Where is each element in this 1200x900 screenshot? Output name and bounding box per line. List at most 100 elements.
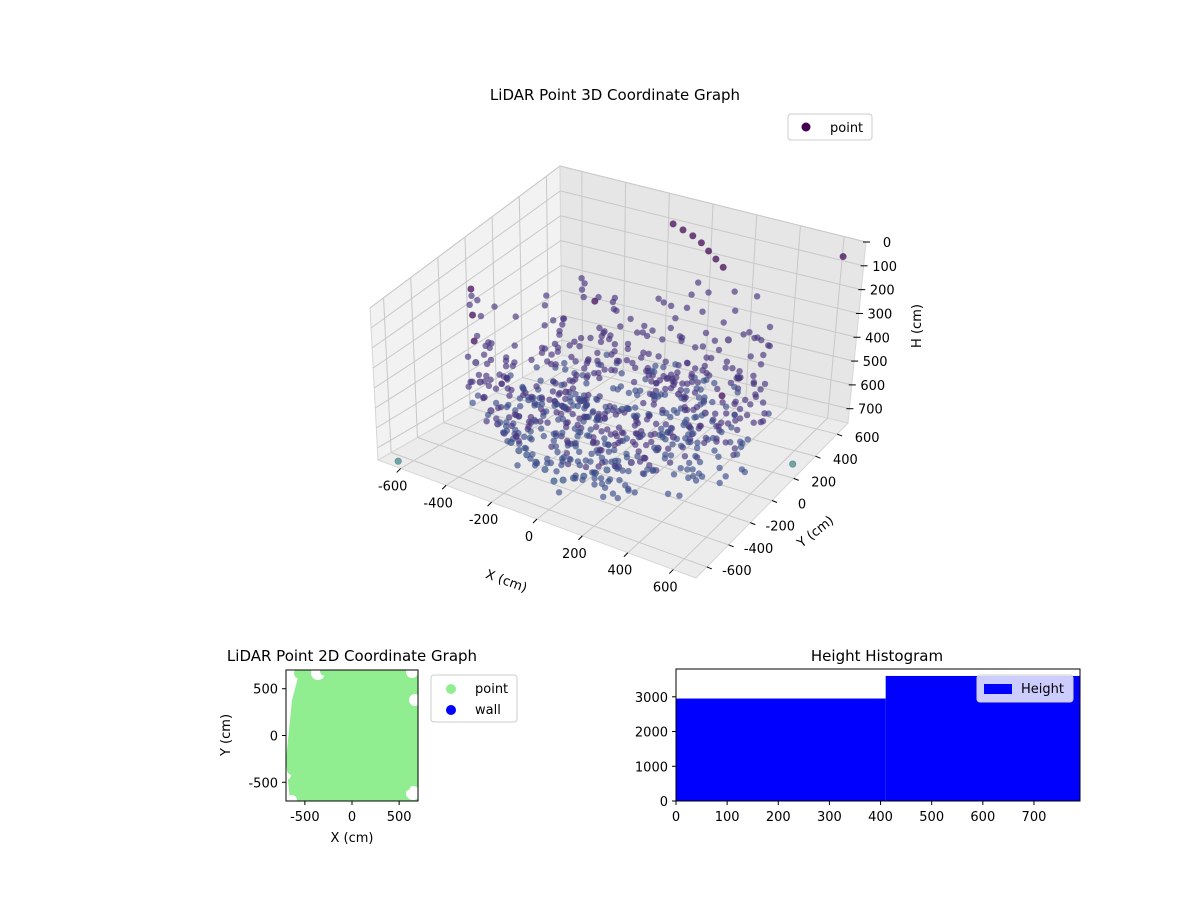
- cloud-point-3d: [659, 336, 666, 343]
- cloud-point-3d: [609, 490, 617, 497]
- z-tick-label-3d: 600: [860, 379, 885, 394]
- cloud-point-3d: [695, 470, 703, 477]
- cloud-point-3d: [512, 313, 519, 320]
- cloud-point-3d: [700, 377, 707, 384]
- cloud-point-3d: [592, 423, 600, 431]
- cloud-point-3d: [750, 419, 757, 426]
- cloud-point-3d: [601, 410, 609, 417]
- cloud-point-3d: [465, 383, 472, 390]
- cloud-point-3d: [500, 373, 507, 380]
- cloud-point-3d: [551, 340, 559, 347]
- y-tick-3d: [836, 433, 843, 437]
- cloud-point-3d: [747, 353, 754, 360]
- cloud-point-3d: [699, 343, 707, 350]
- cloud-point-3d: [727, 379, 735, 387]
- cloud-point-3d: [709, 434, 717, 442]
- cloud-point-3d: [608, 366, 615, 374]
- cloud-point-3d: [576, 343, 583, 350]
- cloud-point-3d: [722, 473, 729, 480]
- cloud-point-3d: [746, 329, 753, 336]
- cloud-point-3d: [555, 416, 562, 423]
- cloud-point-3d: [481, 378, 488, 385]
- cloud-point-3d: [550, 317, 557, 324]
- cloud-point-3d: [580, 418, 587, 425]
- cloud-point-3d: [632, 387, 639, 394]
- cloud-point-3d: [752, 391, 759, 398]
- cloud-point-3d: [711, 379, 718, 387]
- axes-2d-ticks: -500 0 500 -500 0 500: [248, 683, 411, 825]
- cloud-point-3d: [588, 450, 595, 457]
- cloud-point-3d: [629, 359, 636, 367]
- cloud-point-3d: [633, 417, 640, 424]
- cloud-point-3d: [672, 315, 679, 322]
- cloud-point-3d: [684, 466, 691, 473]
- legend-2d-label-point: point: [475, 682, 508, 697]
- point-cloud-gap: [287, 795, 297, 801]
- cloud-point-3d: [750, 372, 757, 379]
- cloud-point-3d: [552, 361, 559, 368]
- cloud-point-3d: [650, 401, 657, 408]
- cloud-point-3d: [731, 411, 738, 419]
- cloud-point-3d: [556, 331, 563, 338]
- x-tick-label-3d: 400: [607, 564, 632, 579]
- cloud-point-3d: [677, 386, 684, 394]
- cloud-point-3d: [529, 451, 536, 458]
- cloud-point-3d: [503, 419, 510, 426]
- cloud-point-3d: [655, 353, 662, 360]
- data-point-3d: [394, 457, 402, 465]
- cloud-point-3d: [662, 385, 669, 393]
- cloud-point-3d: [613, 357, 621, 364]
- cloud-point-3d: [685, 431, 692, 438]
- x-tick-label-2d: 500: [387, 810, 412, 825]
- x-tick-3d: [668, 569, 674, 574]
- cloud-point-3d: [596, 324, 603, 332]
- cloud-point-3d: [637, 433, 644, 440]
- cloud-point-3d: [484, 411, 492, 419]
- cloud-point-3d: [695, 279, 702, 286]
- grid-line-x: [827, 236, 845, 419]
- cloud-point-3d: [590, 434, 597, 441]
- cloud-point-3d: [625, 485, 632, 492]
- cloud-point-3d: [629, 438, 637, 446]
- y-tick-label-2d: -500: [248, 776, 278, 791]
- cloud-point-3d: [638, 428, 645, 435]
- grid-line-x: [663, 193, 670, 380]
- x-tick-label-3d: -400: [423, 496, 453, 511]
- cloud-point-3d: [492, 385, 500, 392]
- cloud-point-3d: [559, 321, 566, 328]
- cloud-point-3d: [693, 413, 700, 420]
- cloud-point-3d: [600, 493, 607, 500]
- cloud-point-3d: [565, 406, 572, 413]
- cloud-point-3d: [557, 410, 565, 418]
- cloud-point-3d: [584, 357, 592, 364]
- chart-2d-title: LiDAR Point 2D Coordinate Graph: [227, 647, 477, 665]
- cloud-point-3d: [611, 294, 619, 302]
- cloud-point-3d: [680, 421, 687, 429]
- grid-line-z: [376, 314, 562, 429]
- grid-line-y: [545, 176, 550, 363]
- grid-line-y: [417, 437, 729, 546]
- cloud-point-3d: [594, 357, 601, 364]
- cloud-point-3d: [667, 385, 675, 392]
- point-cloud-gap: [286, 672, 294, 688]
- cloud-point-3d: [667, 302, 675, 309]
- legend-2d: point wall: [430, 674, 518, 723]
- grid-line-y: [518, 196, 524, 378]
- data-point-3d: [669, 220, 677, 228]
- cloud-point-3d: [611, 341, 618, 348]
- z-tick-label-3d: 0: [883, 236, 891, 251]
- cloud-point-3d: [757, 386, 764, 393]
- z-tick-label-3d: 700: [858, 403, 883, 418]
- cloud-point-3d: [467, 378, 474, 385]
- cloud-point-3d: [506, 392, 513, 399]
- cloud-point-3d: [634, 453, 641, 460]
- y-axis-label-3d: Y (cm): [794, 513, 837, 551]
- cloud-point-3d: [685, 474, 692, 481]
- y-tick-label-hist: 2000: [635, 726, 668, 741]
- cloud-point-3d: [567, 394, 574, 401]
- cloud-point-3d: [500, 429, 507, 436]
- cloud-point-3d: [503, 354, 510, 361]
- cloud-point-3d: [566, 455, 573, 463]
- cloud-point-3d: [678, 337, 685, 344]
- y-tick-3d: [750, 522, 756, 526]
